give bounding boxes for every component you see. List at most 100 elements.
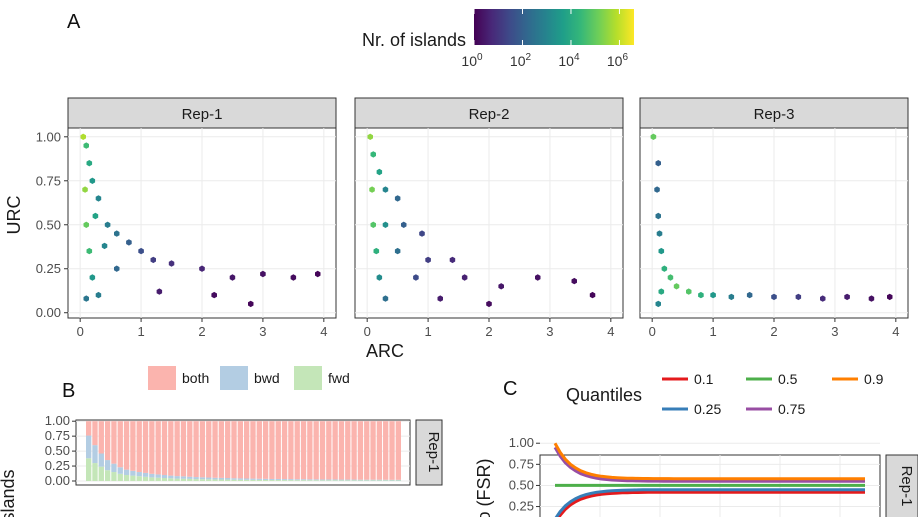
bar-both (376, 421, 383, 480)
hex-bin (168, 260, 175, 267)
legend-label-0.1: 0.1 (694, 371, 714, 387)
bar-fwd (307, 480, 313, 481)
y-tick-label: 1.00 (45, 413, 70, 428)
bar-bwd (92, 445, 98, 464)
x-tick-label: 2 (198, 324, 205, 339)
facet-strip-label: Rep-3 (754, 106, 795, 123)
bar-bwd (180, 476, 187, 479)
hex-bin (86, 160, 93, 167)
hex-bin (425, 256, 431, 264)
panel-a-tag: A (67, 11, 81, 33)
x-tick-label: 4 (320, 324, 327, 339)
bar-bwd (231, 478, 237, 480)
bar-bwd (338, 479, 345, 481)
hex-bin (461, 274, 468, 281)
series-line-0.75 (553, 446, 865, 483)
bar-bwd (376, 479, 383, 481)
bar-both (136, 421, 142, 473)
bar-bwd (345, 479, 351, 481)
bar-bwd (168, 475, 174, 479)
bar-both (161, 421, 168, 476)
bar-fwd (199, 479, 206, 481)
bar-fwd (389, 480, 395, 481)
hex-bin (83, 295, 89, 302)
legend-label-0.75: 0.75 (778, 401, 805, 417)
bar-fwd (383, 480, 389, 481)
bar-both (307, 421, 313, 480)
y-tick-label: 0.00 (45, 473, 70, 488)
bar-both (383, 421, 389, 480)
bar-both (212, 421, 218, 478)
x-tick-label: 3 (546, 324, 553, 339)
hex-bin (104, 221, 111, 228)
bar-fwd (237, 479, 243, 481)
hex-bin (382, 295, 389, 302)
bar-both (206, 421, 212, 478)
hex-bin (658, 288, 665, 295)
bar-both (142, 421, 149, 473)
y-tick-label: 0.75 (45, 428, 70, 443)
bar-fwd (104, 470, 111, 481)
facet-strip (415, 419, 443, 486)
bar-bwd (300, 479, 307, 481)
bar-bwd (136, 472, 142, 477)
bar-fwd (294, 480, 300, 481)
colorbar-tick-label: 104 (558, 52, 580, 69)
bar-fwd (256, 479, 262, 481)
hex-bin (589, 291, 596, 299)
bar-fwd (117, 473, 123, 481)
hex-bin (667, 274, 674, 281)
bar-bwd (104, 460, 111, 471)
bar-bwd (225, 478, 231, 480)
bar-both (345, 421, 351, 480)
hex-bin (373, 247, 380, 255)
panel-a-heatmap: Rep-1 0 1 2 3 4 0.00 0.25 0.50 0.75 1.00 Rep-2 0 1 2 3 4… (4, 97, 909, 361)
bar-fwd (92, 463, 98, 481)
hex-bin (661, 265, 668, 272)
bar-both (319, 421, 326, 480)
bar-bwd (123, 469, 130, 476)
bar-bwd (206, 477, 212, 480)
y-tick-label: 0.25 (36, 261, 61, 276)
bar-fwd (281, 480, 288, 481)
bar-fwd (218, 479, 225, 481)
hex-bin (376, 168, 383, 176)
facet-strip-label: Rep-1 (182, 106, 223, 123)
bar-bwd (174, 476, 180, 479)
hex-bin (498, 283, 504, 290)
bar-bwd (130, 470, 136, 476)
y-axis-label: URC (4, 196, 24, 235)
bar-fwd (193, 479, 199, 481)
legend-label-both: both (182, 370, 209, 386)
hex-bin (138, 247, 144, 255)
bar-fwd (370, 480, 376, 481)
y-tick-label: 0.50 (509, 477, 534, 492)
legend-label-0.25: 0.25 (694, 401, 721, 417)
y-axis-label: Islands (0, 469, 18, 517)
hex-bin (655, 212, 661, 220)
x-tick-label: 1 (137, 324, 144, 339)
hex-bin (844, 293, 850, 301)
x-tick-label: 3 (831, 324, 838, 339)
bar-fwd (300, 480, 307, 481)
bar-fwd (244, 479, 250, 481)
y-tick-label: 0.75 (509, 456, 534, 471)
hex-bin (382, 186, 389, 193)
hex-bin (83, 221, 89, 228)
series-line-0.1 (557, 490, 865, 517)
bar-both (250, 421, 256, 479)
bar-bwd (212, 477, 218, 480)
bar-both (389, 421, 395, 480)
bar-bwd (313, 479, 319, 481)
legend-key-both (148, 366, 176, 390)
x-tick-label: 1 (424, 324, 431, 339)
bar-bwd (86, 435, 92, 459)
hex-bin (89, 274, 96, 281)
y-tick-label: 0.25 (509, 499, 534, 514)
bar-fwd (262, 479, 269, 481)
bar-fwd (86, 458, 92, 481)
x-tick-label: 4 (892, 324, 899, 339)
bar-bwd (275, 478, 281, 481)
bar-both (395, 421, 401, 480)
y-tick-label: 1.00 (509, 435, 534, 450)
